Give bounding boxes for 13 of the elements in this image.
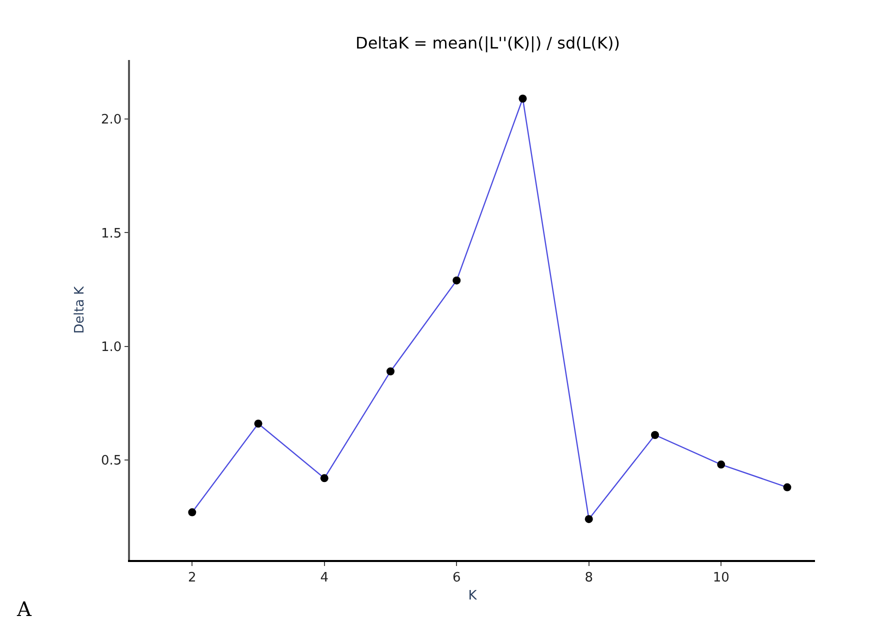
- y-tick-label: 1.5: [100, 226, 122, 242]
- x-axis-title: K: [468, 588, 478, 604]
- y-tick-label: 1.0: [100, 340, 122, 355]
- y-tick-label: 2.0: [100, 112, 122, 128]
- chart-title: DeltaK = mean(|L''(K)|) / sd(L(K)): [356, 34, 620, 53]
- text: A: [16, 597, 32, 621]
- x-tick-label: 8: [584, 570, 594, 586]
- x-tick-label: 10: [712, 570, 730, 586]
- y-tick-label: 0.5: [100, 454, 122, 469]
- x-tick-label: 6: [452, 570, 461, 586]
- y-axis-title: Delta K: [72, 286, 88, 334]
- x-tick-label: 4: [320, 570, 329, 586]
- x-tick-label: 2: [188, 570, 196, 586]
